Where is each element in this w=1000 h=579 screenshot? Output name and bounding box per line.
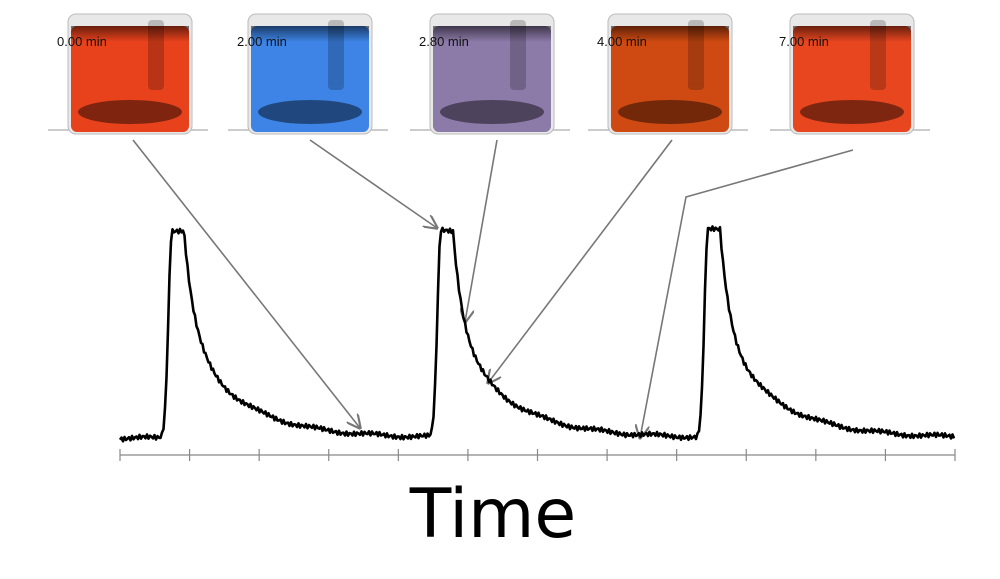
liquid-top — [71, 26, 189, 42]
time-label: 0.00 min — [57, 34, 107, 49]
liquid-top — [251, 26, 369, 42]
probe — [870, 20, 886, 90]
beaker-liquid — [611, 26, 729, 132]
axis-label: Time — [409, 475, 576, 554]
probe — [328, 20, 344, 90]
stir-bar — [440, 100, 544, 124]
time-label: 4.00 min — [597, 34, 647, 49]
time-label: 7.00 min — [779, 34, 829, 49]
beaker-row: 0.00 min 2.00 min 2.80 min 4.00 min 7.00 min — [48, 13, 930, 135]
probe — [688, 20, 704, 90]
stir-bar — [78, 100, 182, 124]
stir-bar — [800, 100, 904, 124]
time-label: 2.80 min — [419, 34, 469, 49]
probe — [510, 20, 526, 90]
arrow — [132, 139, 360, 428]
liquid-top — [611, 26, 729, 42]
probe — [148, 20, 164, 90]
beaker-liquid — [71, 26, 189, 132]
arrow — [309, 139, 437, 228]
signal-trace — [118, 225, 956, 443]
stir-bar — [258, 100, 362, 124]
arrow — [640, 149, 854, 438]
pointer-arrows — [132, 139, 854, 438]
arrow — [465, 139, 498, 322]
liquid-top — [793, 26, 911, 42]
time-axis — [119, 449, 956, 461]
arrow — [488, 139, 673, 383]
beaker-liquid — [251, 26, 369, 132]
beaker-liquid — [793, 26, 911, 132]
liquid-top — [433, 26, 551, 42]
stir-bar — [618, 100, 722, 124]
beaker-liquid — [433, 26, 551, 132]
time-label: 2.00 min — [237, 34, 287, 49]
